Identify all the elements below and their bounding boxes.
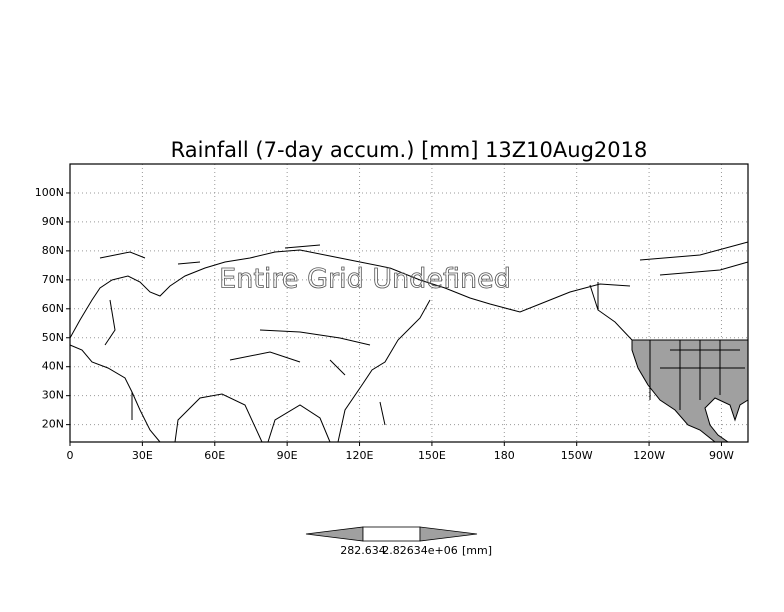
colorbar-label: 2.82634e+06 [382,544,457,557]
y-tick-label: 60N [42,302,64,315]
y-tick-label: 30N [42,389,64,402]
y-tick-label: 90N [42,215,64,228]
x-tick-label: 180 [494,449,515,462]
y-tick-label: 20N [42,418,64,431]
x-tick-label: 30E [132,449,153,462]
coastlines [69,241,749,443]
y-tick-label: 80N [42,244,64,257]
map-frame [69,163,749,443]
x-tick-label: 150W [561,449,593,462]
coast-islands [99,241,749,310]
y-tick-label: 50N [42,331,64,344]
y-tick-label: 100N [35,186,64,199]
x-tick-label: 120E [346,449,374,462]
grid [69,164,748,442]
map-title: Rainfall (7-day accum.) [mm] 13Z10Aug201… [171,138,648,162]
x-tick-label: 150E [418,449,446,462]
colorbar-label: 282.634 [340,544,386,557]
colorbar-box [362,526,421,542]
colorbar-unit: [mm] [462,544,492,557]
coast-borders [104,284,633,426]
y-tick-label: 40N [42,360,64,373]
us-state-lines [649,340,745,410]
coast-south-eurasia [69,299,431,443]
x-tick-label: 0 [67,449,74,462]
colorbar-high-triangle [419,526,478,542]
colorbar: 282.634 2.82634e+06 [mm] [305,526,492,557]
coast-north-eurasia [69,249,631,339]
y-tick-label: 70N [42,273,64,286]
x-tick-label: 60E [204,449,225,462]
x-tick-label: 120W [633,449,665,462]
x-tick-label: 90W [709,449,734,462]
x-tick-label: 90E [277,449,298,462]
undefined-annotation: Entire Grid Undefined [219,264,511,295]
